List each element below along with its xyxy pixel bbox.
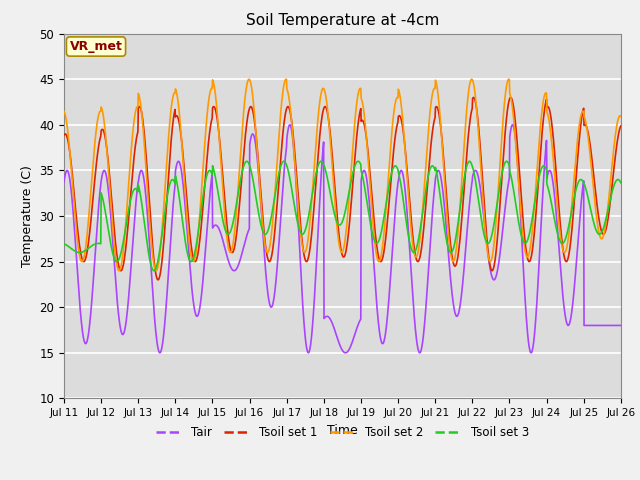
- Tsoil set 2: [246, 79, 254, 85]
- Tsoil set 3: [552, 221, 559, 227]
- Text: VR_met: VR_met: [70, 40, 122, 53]
- Tair: [429, 204, 436, 210]
- Tsoil set 1: [184, 214, 192, 220]
- Tair: [509, 122, 516, 128]
- Tsoil set 3: [429, 164, 437, 169]
- Tsoil set 2: [429, 87, 437, 93]
- Tsoil set 2: [282, 76, 290, 82]
- Legend: Tair, Tsoil set 1, Tsoil set 2, Tsoil set 3: Tair, Tsoil set 1, Tsoil set 2, Tsoil se…: [151, 421, 534, 444]
- Tsoil set 2: [502, 84, 510, 90]
- Line: Tsoil set 1: Tsoil set 1: [64, 97, 621, 280]
- Tsoil set 2: [152, 268, 160, 274]
- Tsoil set 3: [171, 180, 179, 185]
- Tsoil set 3: [246, 166, 254, 171]
- Tsoil set 1: [171, 108, 179, 114]
- Tair: [552, 202, 559, 207]
- Tsoil set 2: [617, 113, 625, 119]
- Tsoil set 1: [617, 123, 625, 129]
- Tsoil set 3: [502, 158, 510, 164]
- Tsoil set 1: [552, 160, 559, 166]
- Tsoil set 1: [429, 124, 437, 130]
- Tsoil set 3: [617, 180, 625, 186]
- Tair: [184, 237, 191, 243]
- Tsoil set 3: [184, 253, 192, 259]
- Tsoil set 1: [507, 95, 515, 100]
- Tsoil set 1: [246, 104, 254, 109]
- Y-axis label: Temperature (C): Temperature (C): [21, 165, 34, 267]
- Tsoil set 3: [150, 268, 157, 274]
- Tair: [170, 189, 178, 195]
- Tsoil set 2: [184, 228, 192, 234]
- Title: Soil Temperature at -4cm: Soil Temperature at -4cm: [246, 13, 439, 28]
- Tair: [502, 202, 509, 208]
- Tsoil set 2: [552, 181, 559, 187]
- X-axis label: Time: Time: [327, 424, 358, 437]
- Tsoil set 1: [60, 132, 68, 138]
- Tsoil set 1: [502, 121, 509, 127]
- Tsoil set 3: [60, 241, 68, 247]
- Tsoil set 2: [171, 90, 179, 96]
- Tsoil set 3: [354, 158, 362, 164]
- Tair: [527, 350, 535, 356]
- Line: Tsoil set 3: Tsoil set 3: [64, 161, 621, 271]
- Tsoil set 1: [154, 277, 162, 283]
- Tair: [60, 179, 68, 185]
- Line: Tair: Tair: [64, 125, 621, 353]
- Tsoil set 2: [60, 108, 68, 114]
- Tair: [246, 139, 254, 145]
- Tair: [617, 323, 625, 328]
- Line: Tsoil set 2: Tsoil set 2: [64, 79, 621, 271]
